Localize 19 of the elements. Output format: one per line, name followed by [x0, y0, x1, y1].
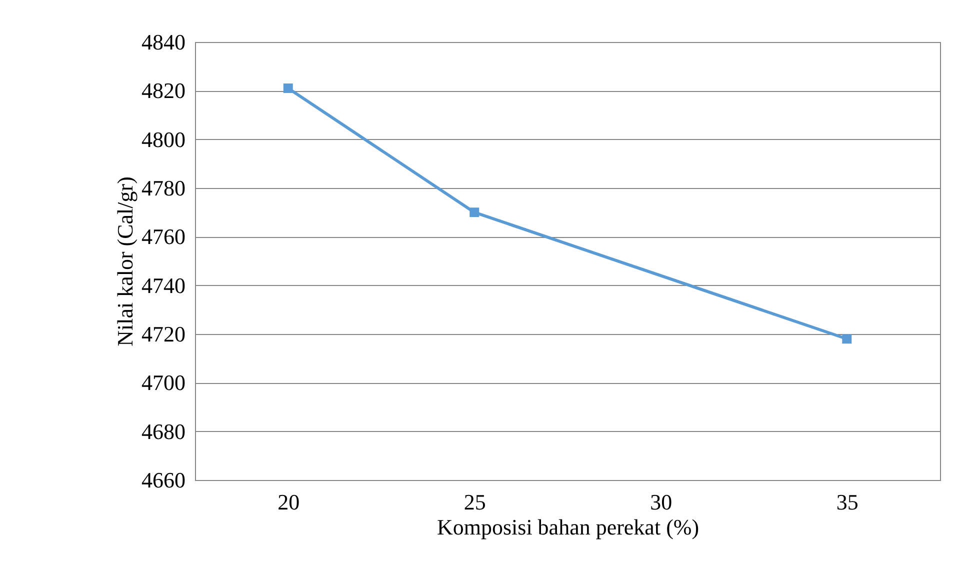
y-tick-label: 4840: [142, 30, 186, 54]
point: [842, 334, 852, 344]
y-tick-label: 4720: [142, 322, 186, 346]
x-tick-label: 25: [464, 490, 486, 514]
x-axis-title: Komposisi bahan perekat (%): [436, 514, 700, 540]
y-tick-label: 4740: [142, 272, 186, 298]
y-tick-label: 4700: [142, 370, 186, 396]
y-tick-label: 4680: [142, 418, 186, 444]
point: [470, 208, 480, 218]
x-tick-label: 20: [278, 490, 300, 514]
y-axis-title: Nilai kalor (Cal/gr): [112, 176, 138, 346]
y-tick-label: 4800: [142, 126, 186, 152]
x-tick-label: 35: [836, 490, 858, 514]
y-tick-label: 4820: [142, 78, 186, 104]
y-tick-label: 4660: [142, 468, 186, 492]
y-tick-label: 4780: [142, 176, 186, 200]
x-tick-label: 30: [650, 490, 672, 514]
point: [283, 83, 293, 93]
y-tick-label: 4760: [142, 224, 186, 250]
